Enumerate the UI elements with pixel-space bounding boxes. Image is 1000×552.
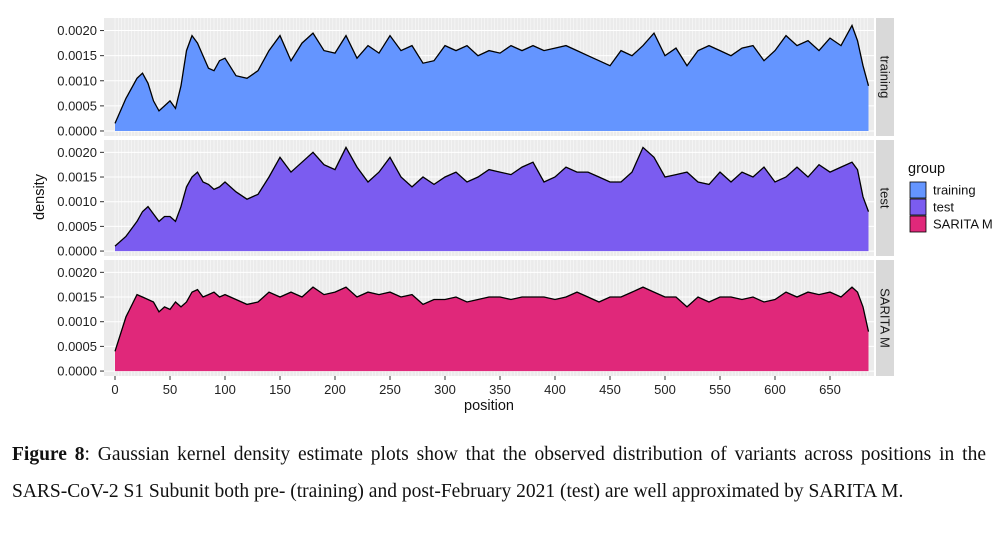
legend-swatch: [909, 215, 927, 233]
x-tick-label: 300: [434, 382, 456, 397]
x-axis-label: position: [464, 398, 514, 414]
y-axis-label: density: [32, 173, 48, 220]
facet-strip: [876, 140, 894, 256]
y-tick-label: 0.0005: [57, 219, 97, 234]
density-line: [114, 146, 870, 247]
x-tick-label: 200: [324, 382, 346, 397]
facet-strip: [876, 18, 894, 136]
x-tick-label: 500: [654, 382, 676, 397]
density-line: [114, 23, 870, 124]
legend-label: test: [933, 200, 954, 215]
x-tick-label: 600: [764, 382, 786, 397]
density-chart: 0.0000 0.0005 0.0010 0.0015 0.0020 training 0.…: [32, 18, 993, 414]
y-tick-label: 0.0010: [57, 73, 97, 88]
facet-strip-label: test: [878, 188, 893, 209]
density-line: [114, 286, 870, 352]
legend-swatch: [909, 181, 927, 199]
y-tick-label: 0.0015: [57, 170, 97, 185]
legend-label: training: [933, 183, 976, 198]
y-tick-label: 0.0000: [57, 244, 97, 259]
caption-label: Figure 8: [12, 444, 85, 465]
x-tick-label: 150: [269, 382, 291, 397]
y-tick-label: 0.0010: [57, 194, 97, 209]
x-tick-label: 0: [111, 382, 118, 397]
x-tick-label: 250: [379, 382, 401, 397]
x-tick-label: 50: [163, 382, 177, 397]
y-tick-label: 0.0020: [57, 145, 97, 160]
x-tick-label: 350: [489, 382, 511, 397]
x-tick-label: 650: [819, 382, 841, 397]
y-tick-label: 0.0020: [57, 23, 97, 38]
facet-strip: [876, 260, 894, 376]
y-tick-label: 0.0005: [57, 98, 97, 113]
y-tick-label: 0.0000: [57, 123, 97, 138]
legend-swatch: [909, 198, 927, 216]
x-tick-label: 450: [599, 382, 621, 397]
y-tick-label: 0.0015: [57, 290, 97, 305]
density-area-training: [115, 25, 869, 131]
facet-strip-label: SARITA M: [878, 288, 893, 348]
legend-title: group: [908, 161, 945, 177]
density-area-sarita-m: [115, 287, 869, 372]
facet-strip-label: training: [878, 56, 893, 99]
figure-caption: Figure 8: Gaussian kernel density estima…: [12, 436, 986, 510]
density-area-test: [115, 147, 869, 252]
y-tick-label: 0.0015: [57, 48, 97, 63]
y-tick-label: 0.0005: [57, 339, 97, 354]
y-tick-label: 0.0000: [57, 364, 97, 379]
y-tick-label: 0.0010: [57, 314, 97, 329]
x-tick-label: 400: [544, 382, 566, 397]
y-tick-label: 0.0020: [57, 265, 97, 280]
legend-label: SARITA M: [933, 217, 993, 232]
caption-text: : Gaussian kernel density estimate plots…: [12, 444, 986, 502]
x-tick-label: 550: [709, 382, 731, 397]
x-tick-label: 100: [214, 382, 236, 397]
